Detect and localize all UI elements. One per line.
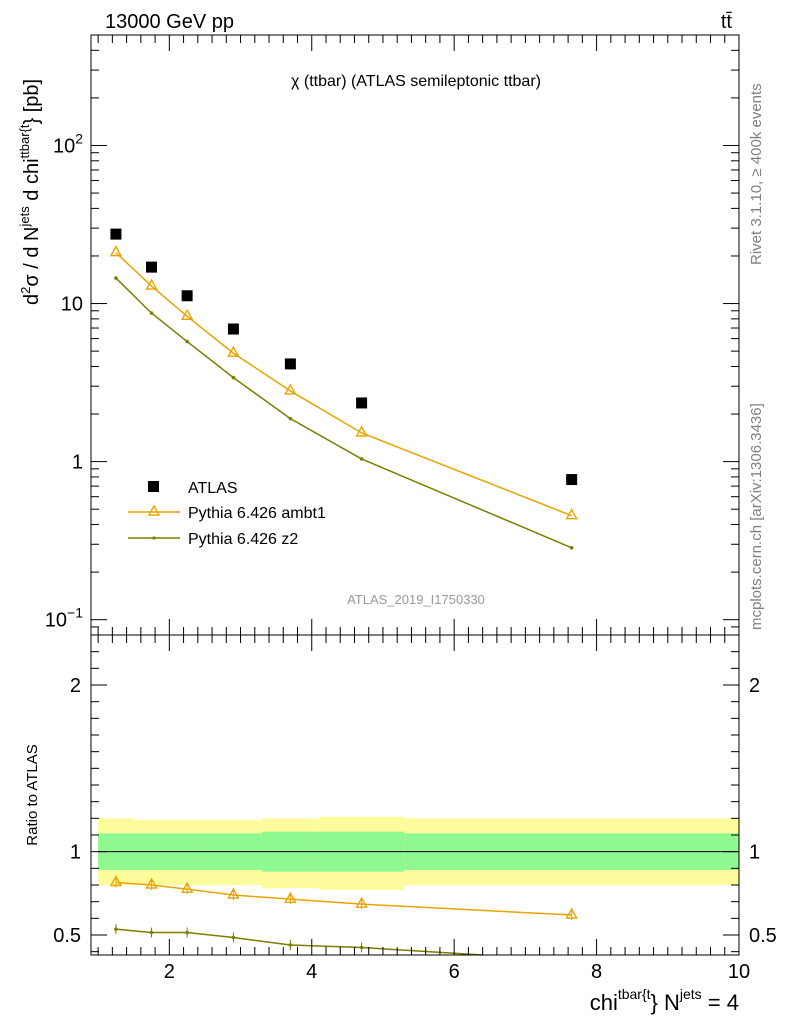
ratio-frame [90,634,740,956]
ambt1-ratio-point [109,875,123,887]
ratio-axis-ticks: 0.5 0.5 1 1 2 2 2 4 6 8 10 [53,635,777,983]
ambt1-point [284,383,297,395]
z2-point [114,276,118,280]
mcplots-label: mcplots.cern.ch [arXiv:1306.3436] [748,403,765,630]
legend-atlas-marker [148,481,159,492]
atlas-point [146,261,158,273]
chart-title: χ (ttbar) (ATLAS semileptonic ttbar) [291,73,541,90]
ambt1-ratio-point [180,881,194,893]
ratio-uncertainty-bands [98,816,739,890]
energy-label: 13000 GeV pp [105,11,234,33]
main-y-tick-label: 102 [53,130,83,157]
rivet-label: Rivet 3.1.10, ≥ 400k events [748,83,765,265]
x-axis-label: chitbar{t} Njets = 4 [590,986,739,1015]
ambt1-line [115,252,572,517]
z2-point [149,311,154,315]
main-axis-ticks: 10−1 1 10 102 [45,34,740,636]
z2-ratio-point [114,927,118,931]
atlas-point [110,228,122,240]
x-tick-label: 2 [164,961,175,983]
process-label: tt̄ [721,11,733,33]
ratio-panel: 0.5 0.5 1 1 2 2 2 4 6 8 10 Ratio to ATLAS chitbar{… [24,634,777,1015]
z2-point [359,457,364,461]
main-panel: 10−1 1 10 102 χ (ttbar) (ATLAS semileptonic… [17,34,740,636]
ratio-y-tick-label-right: 1 [749,842,760,864]
main-y-tick-label: 1 [72,452,83,474]
ambt1-ratio-point [145,877,158,889]
legend-ambt1-marker [147,504,161,516]
atlas-point [566,474,578,486]
z2-ratio-point [288,943,293,947]
ratio-y-tick-label-left: 0.5 [53,925,81,947]
ambt1-ratio-point [355,896,368,908]
z2-ratio-point [185,930,189,935]
ambt1-ratio-point [227,887,240,899]
ambt1-ratio-point [565,907,578,919]
ambt1-point [227,345,240,357]
z2-line [115,277,572,549]
z2-point [231,375,236,380]
z2-point [569,545,574,550]
main-y-tick-label: 10 [61,294,83,316]
atlas-point [284,358,296,370]
analysis-tag: ATLAS_2019_I1750330 [347,592,485,607]
ambt1-point [145,278,158,290]
legend-item-z2: Pythia 6.426 z2 [128,531,298,548]
legend-ambt1-label: Pythia 6.426 ambt1 [188,505,326,522]
legend-atlas-label: ATLAS [188,480,238,497]
ratio-y-tick-label-right: 2 [749,675,760,697]
main-y-axis-label: d2σ / d Njets d chittbar{t} [pb] [17,79,43,305]
x-tick-label: 4 [306,961,317,983]
ratio-y-tick-label-left: 2 [70,675,81,697]
z2-point [288,416,293,421]
main-y-tick-label: 10−1 [45,605,83,632]
atlas-point [356,397,368,409]
atlas-point [227,323,239,335]
ambt1-point [565,508,578,520]
legend-item-atlas: ATLAS [148,480,238,497]
ambt1-point [180,308,194,321]
x-tick-label: 10 [728,961,750,983]
main-plot-marks [109,228,578,550]
legend-item-ambt1: Pythia 6.426 ambt1 [128,504,326,522]
ambt1-point [109,245,123,257]
ratio-plot-marks [109,875,578,956]
ambt1-ratio-point [284,891,297,903]
x-tick-label: 6 [449,961,460,983]
z2-point [185,339,189,344]
atlas-point [181,290,193,302]
z2-ratio-point [149,930,154,935]
z2-ratio-point [231,935,236,940]
ratio-y-tick-label-left: 1 [70,842,81,864]
z2-ratio-line [115,928,483,956]
legend-z2-label: Pythia 6.426 z2 [188,531,298,548]
legend: ATLAS Pythia 6.426 ambt1 Pythia 6.426 z2 [128,480,326,548]
x-tick-label: 8 [591,961,602,983]
z2-ratio-point [359,945,364,950]
ratio-y-axis-label: Ratio to ATLAS [24,744,41,845]
ratio-y-tick-label-right: 0.5 [749,925,777,947]
ambt1-point [355,425,368,437]
legend-z2-marker [152,536,156,540]
